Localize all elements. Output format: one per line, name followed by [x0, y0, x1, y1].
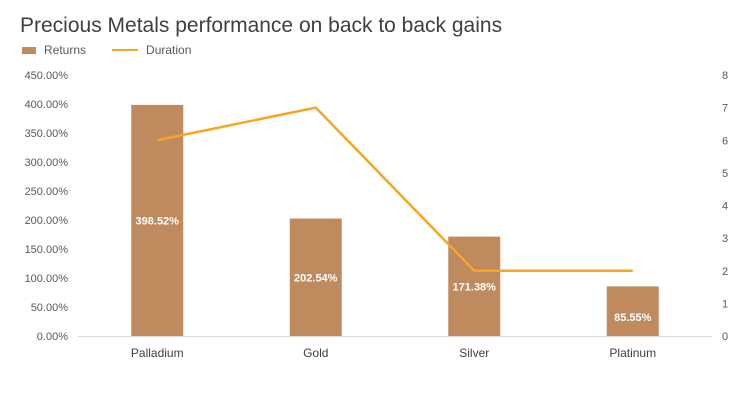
legend-label-duration: Duration [146, 43, 192, 57]
bar-returns [131, 104, 184, 336]
legend-swatch-returns [22, 46, 36, 54]
legend-item-duration: Duration [112, 43, 191, 57]
y-left-tick-label: 100.00% [25, 273, 69, 285]
bar-returns [606, 286, 659, 336]
legend-item-returns: Returns [22, 43, 86, 57]
y-left-tick-label: 0.00% [37, 331, 68, 343]
y-right-tick-label: 1 [722, 298, 728, 310]
bar-data-label: 398.52% [136, 215, 180, 227]
y-left-tick-label: 250.00% [25, 186, 69, 198]
y-right-tick-label: 8 [722, 70, 728, 82]
y-right-tick-label: 0 [722, 331, 728, 343]
chart-title: Precious Metals performance on back to b… [20, 14, 503, 37]
x-tick-label: Gold [303, 346, 328, 360]
y-left-tick-label: 50.00% [31, 302, 69, 314]
bar-data-label: 171.38% [453, 281, 497, 293]
legend-swatch-duration [112, 49, 139, 51]
y-right-tick-label: 5 [722, 168, 728, 180]
y-left-tick-label: 300.00% [25, 157, 69, 169]
bar-data-label: 202.54% [294, 272, 338, 284]
y-left-tick-label: 350.00% [25, 128, 69, 140]
y-left-tick-label: 450.00% [25, 70, 69, 82]
bar-data-label: 85.55% [614, 312, 652, 324]
chart-legend: Returns Duration [22, 42, 217, 58]
y-left-tick-label: 400.00% [25, 99, 69, 111]
x-tick-label: Platinum [609, 346, 656, 360]
y-right-tick-label: 2 [722, 266, 728, 278]
y-right-tick-label: 4 [722, 201, 728, 213]
y-left-tick-label: 150.00% [25, 244, 69, 256]
y-right-tick-label: 7 [722, 103, 728, 115]
x-tick-label: Palladium [131, 346, 184, 360]
legend-label-returns: Returns [44, 43, 87, 57]
x-tick-label: Silver [459, 346, 489, 360]
y-left-tick-label: 200.00% [25, 215, 69, 227]
y-right-tick-label: 3 [722, 233, 728, 245]
y-right-tick-label: 6 [722, 135, 728, 147]
line-duration [156, 106, 633, 272]
bar-returns [289, 218, 342, 336]
